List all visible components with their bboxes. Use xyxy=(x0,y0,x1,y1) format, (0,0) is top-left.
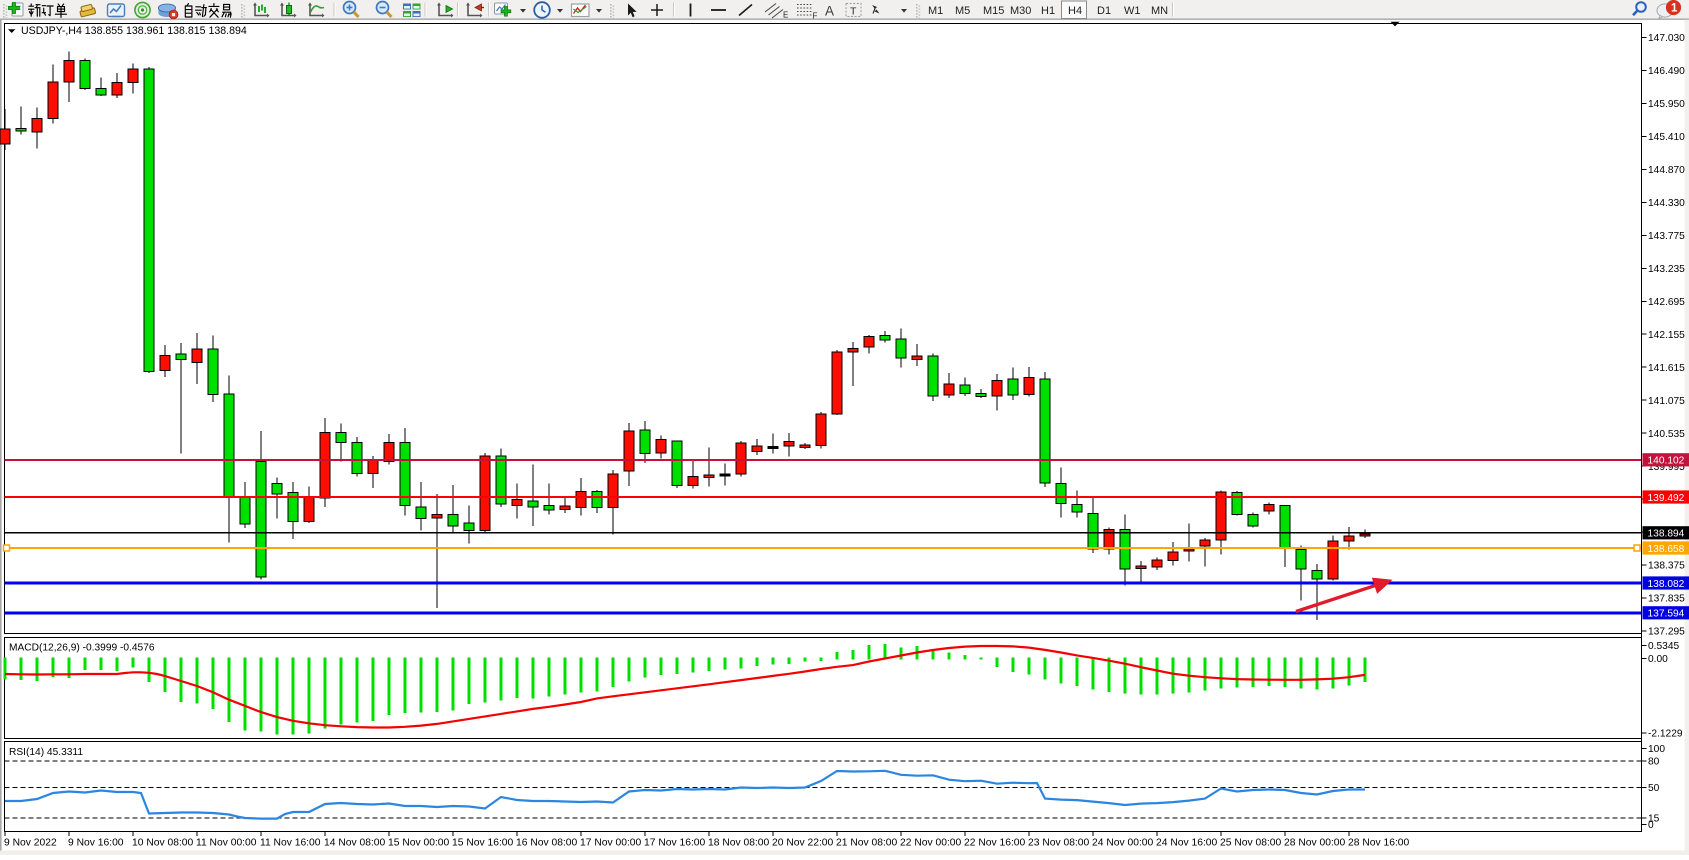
svg-text:1: 1 xyxy=(1671,3,1678,15)
svg-text:20 Nov 22:00: 20 Nov 22:00 xyxy=(772,838,834,849)
svg-text:MACD(12,26,9) -0.3999 -0.4576: MACD(12,26,9) -0.3999 -0.4576 xyxy=(9,643,155,654)
svg-text:0.5345: 0.5345 xyxy=(1648,641,1679,652)
svg-text:144.870: 144.870 xyxy=(1648,165,1685,176)
svg-text:137.295: 137.295 xyxy=(1648,627,1685,638)
svg-text:M30: M30 xyxy=(1010,5,1031,17)
svg-text:28 Nov 00:00: 28 Nov 00:00 xyxy=(1284,838,1346,849)
svg-text:T: T xyxy=(850,5,857,17)
svg-text:28 Nov 16:00: 28 Nov 16:00 xyxy=(1348,838,1410,849)
svg-text:139.492: 139.492 xyxy=(1648,493,1685,504)
svg-text:146.490: 146.490 xyxy=(1648,66,1685,77)
svg-text:138.894: 138.894 xyxy=(1648,529,1685,540)
svg-text:138.375: 138.375 xyxy=(1648,561,1685,572)
svg-text:144.330: 144.330 xyxy=(1648,198,1685,209)
svg-text:137.835: 137.835 xyxy=(1648,594,1685,605)
svg-text:16 Nov 08:00: 16 Nov 08:00 xyxy=(516,838,578,849)
svg-text:H1: H1 xyxy=(1041,5,1055,17)
svg-text:15 Nov 16:00: 15 Nov 16:00 xyxy=(452,838,514,849)
svg-text:141.075: 141.075 xyxy=(1648,396,1685,407)
svg-text:M5: M5 xyxy=(955,5,970,17)
svg-text:9 Nov 2022: 9 Nov 2022 xyxy=(4,838,57,849)
svg-text:RSI(14) 45.3311: RSI(14) 45.3311 xyxy=(9,747,83,758)
svg-text:W1: W1 xyxy=(1124,5,1141,17)
svg-text:140.535: 140.535 xyxy=(1648,429,1685,440)
svg-text:MN: MN xyxy=(1151,5,1168,17)
svg-text:9 Nov 16:00: 9 Nov 16:00 xyxy=(68,838,124,849)
svg-text:22 Nov 16:00: 22 Nov 16:00 xyxy=(964,838,1026,849)
svg-text:11 Nov 00:00: 11 Nov 00:00 xyxy=(196,838,257,849)
svg-text:25 Nov 08:00: 25 Nov 08:00 xyxy=(1220,838,1282,849)
svg-text:0.00: 0.00 xyxy=(1648,654,1668,665)
svg-text:24 Nov 00:00: 24 Nov 00:00 xyxy=(1092,838,1154,849)
svg-text:10 Nov 08:00: 10 Nov 08:00 xyxy=(132,838,194,849)
svg-text:141.615: 141.615 xyxy=(1648,363,1685,374)
svg-text:F: F xyxy=(813,12,818,21)
svg-text:80: 80 xyxy=(1648,757,1660,768)
svg-text:USDJPY-,H4 138.855 138.961 13: USDJPY-,H4 138.855 138.961 138.815 138.8… xyxy=(21,25,247,37)
svg-text:H4: H4 xyxy=(1068,5,1082,17)
svg-text:22 Nov 00:00: 22 Nov 00:00 xyxy=(900,838,962,849)
svg-text:145.410: 145.410 xyxy=(1648,132,1685,143)
svg-text:15 Nov 00:00: 15 Nov 00:00 xyxy=(388,838,450,849)
svg-text:-2.1229: -2.1229 xyxy=(1648,729,1683,740)
svg-text:17 Nov 00:00: 17 Nov 00:00 xyxy=(580,838,642,849)
svg-text:147.030: 147.030 xyxy=(1648,33,1685,44)
svg-text:24 Nov 16:00: 24 Nov 16:00 xyxy=(1156,838,1218,849)
svg-text:143.235: 143.235 xyxy=(1648,264,1685,275)
svg-text:0: 0 xyxy=(1648,820,1654,831)
svg-text:E: E xyxy=(783,11,788,20)
svg-text:M15: M15 xyxy=(983,5,1004,17)
svg-text:23 Nov 08:00: 23 Nov 08:00 xyxy=(1028,838,1090,849)
svg-text:138.658: 138.658 xyxy=(1648,544,1685,555)
svg-text:145.950: 145.950 xyxy=(1648,99,1685,110)
svg-text:11 Nov 16:00: 11 Nov 16:00 xyxy=(260,838,321,849)
svg-text:142.695: 142.695 xyxy=(1648,297,1685,308)
svg-text:A: A xyxy=(825,4,834,19)
svg-text:137.594: 137.594 xyxy=(1648,609,1685,620)
svg-text:18 Nov 08:00: 18 Nov 08:00 xyxy=(708,838,770,849)
svg-text:142.155: 142.155 xyxy=(1648,330,1685,341)
svg-text:140.102: 140.102 xyxy=(1648,456,1685,467)
svg-text:138.082: 138.082 xyxy=(1648,579,1685,590)
svg-text:M1: M1 xyxy=(928,5,943,17)
svg-text:21 Nov 08:00: 21 Nov 08:00 xyxy=(836,838,898,849)
svg-text:143.775: 143.775 xyxy=(1648,231,1685,242)
svg-text:17 Nov 16:00: 17 Nov 16:00 xyxy=(644,838,706,849)
svg-text:100: 100 xyxy=(1648,744,1665,755)
svg-text:14 Nov 08:00: 14 Nov 08:00 xyxy=(324,838,386,849)
svg-text:D1: D1 xyxy=(1097,5,1111,17)
svg-text:50: 50 xyxy=(1648,783,1660,794)
